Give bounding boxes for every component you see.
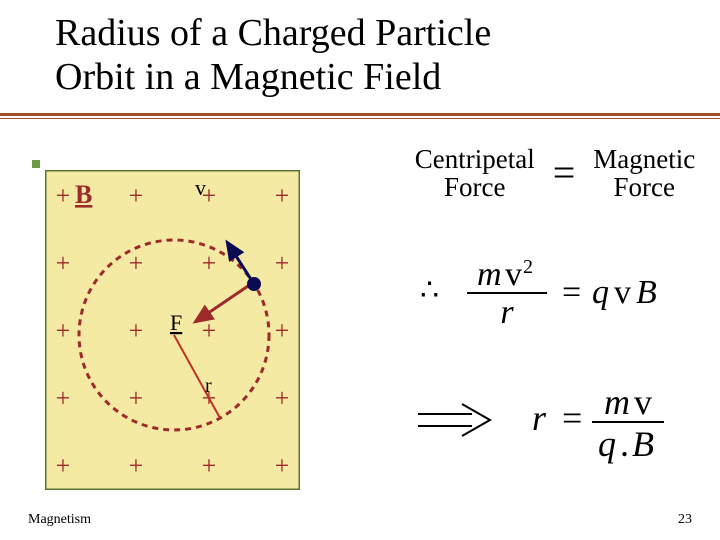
svg-text:.: . bbox=[620, 424, 629, 464]
svg-text:v: v bbox=[614, 274, 631, 311]
svg-text:+: + bbox=[56, 249, 71, 278]
magnetic-force-label: Magnetic Force bbox=[593, 145, 695, 202]
svg-text:+: + bbox=[275, 181, 290, 210]
svg-text:+: + bbox=[56, 451, 71, 480]
svg-text:∴: ∴ bbox=[420, 274, 439, 307]
svg-text:+: + bbox=[202, 316, 217, 345]
svg-text:F: F bbox=[170, 310, 182, 335]
svg-text:+: + bbox=[129, 316, 144, 345]
svg-text:+: + bbox=[202, 249, 217, 278]
field-diagram: ++++++++++++++++++++BrvF bbox=[45, 170, 300, 490]
svg-text:v: v bbox=[634, 382, 652, 422]
svg-text:+: + bbox=[129, 249, 144, 278]
label-force-r: Force bbox=[614, 172, 675, 202]
svg-text:+: + bbox=[129, 451, 144, 480]
centripetal-force-label: Centripetal Force bbox=[415, 145, 535, 202]
svg-text:+: + bbox=[129, 384, 144, 413]
svg-text:q: q bbox=[598, 424, 616, 464]
svg-text:+: + bbox=[275, 249, 290, 278]
svg-text:2: 2 bbox=[523, 256, 533, 278]
formula-radius-result: r = mvq.B bbox=[412, 370, 692, 475]
formula-centripetal-eq-magnetic: ∴mv2r=qvB bbox=[412, 245, 692, 340]
label-magnetic: Magnetic bbox=[593, 144, 695, 174]
svg-text:r: r bbox=[500, 294, 514, 331]
svg-text:q: q bbox=[592, 274, 609, 311]
svg-text:B: B bbox=[636, 274, 657, 311]
svg-text:+: + bbox=[275, 451, 290, 480]
equals-sign: = bbox=[549, 152, 580, 194]
footer-topic: Magnetism bbox=[28, 512, 91, 528]
svg-text:B: B bbox=[75, 180, 92, 209]
svg-text:+: + bbox=[275, 316, 290, 345]
title-line-1: Radius of a Charged Particle bbox=[55, 12, 491, 54]
svg-text:+: + bbox=[56, 384, 71, 413]
bullet-square bbox=[32, 160, 40, 168]
word-equation: Centripetal Force = Magnetic Force bbox=[400, 145, 710, 202]
title-underline bbox=[0, 113, 720, 119]
svg-text:=: = bbox=[562, 398, 582, 438]
label-force-l: Force bbox=[444, 172, 505, 202]
svg-text:=: = bbox=[562, 274, 581, 311]
svg-text:r: r bbox=[532, 398, 547, 438]
footer-page-number: 23 bbox=[678, 512, 692, 528]
svg-text:+: + bbox=[202, 451, 217, 480]
svg-text:v: v bbox=[505, 256, 522, 293]
svg-text:r: r bbox=[205, 375, 212, 397]
svg-text:+: + bbox=[56, 316, 71, 345]
svg-text:v: v bbox=[195, 175, 206, 200]
label-centripetal: Centripetal bbox=[415, 144, 535, 174]
slide-title: Radius of a Charged Particle Orbit in a … bbox=[55, 12, 491, 99]
svg-text:+: + bbox=[56, 181, 71, 210]
title-line-2: Orbit in a Magnetic Field bbox=[55, 56, 441, 98]
svg-text:+: + bbox=[129, 181, 144, 210]
svg-text:m: m bbox=[604, 382, 630, 422]
svg-text:B: B bbox=[632, 424, 654, 464]
svg-text:+: + bbox=[275, 384, 290, 413]
svg-text:m: m bbox=[477, 256, 502, 293]
